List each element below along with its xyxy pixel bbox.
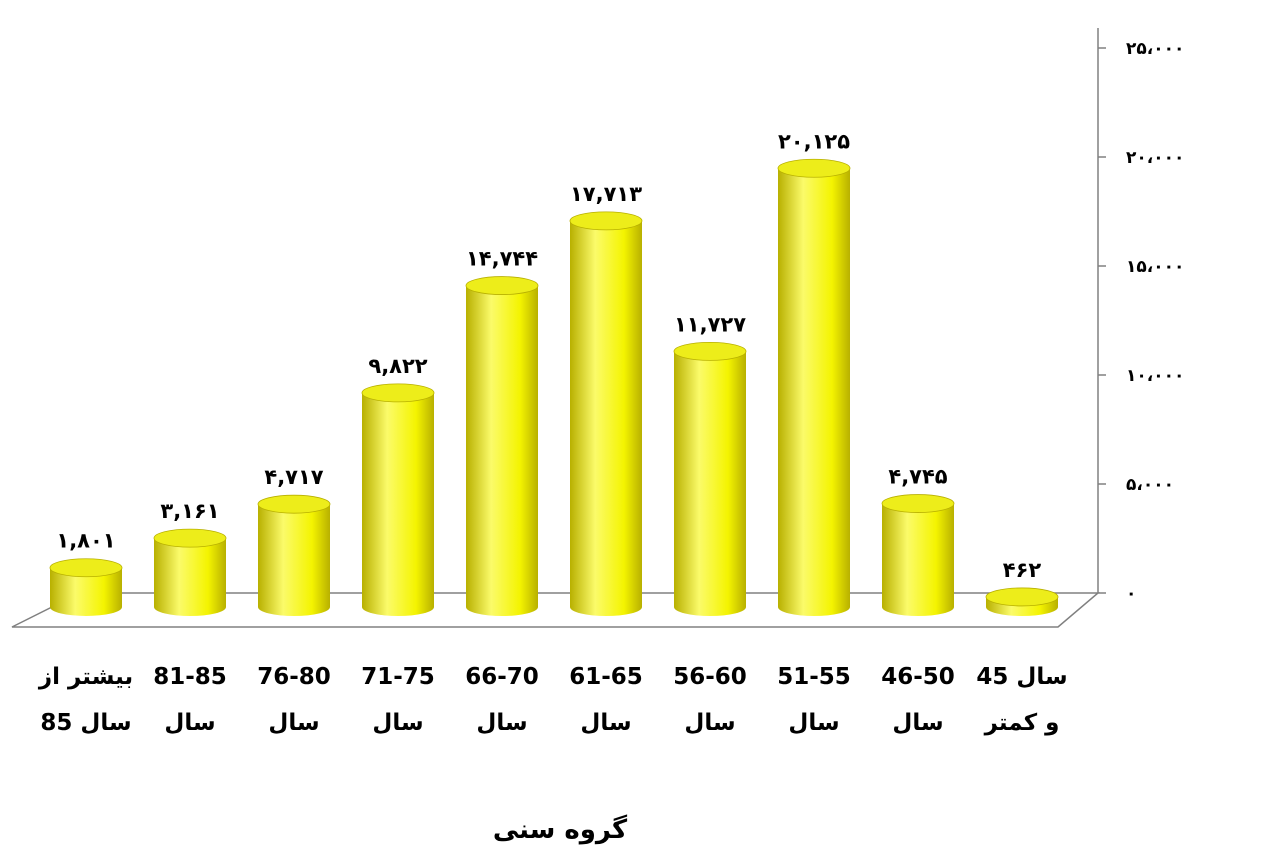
data-label: ۳,۱۶۱ [160, 499, 219, 523]
category-label: سال [684, 710, 735, 736]
bar-top [49, 558, 123, 578]
category-label: سال [268, 710, 319, 736]
data-label: ۲۰,۱۲۵ [778, 129, 850, 153]
y-tick-label: ۲۰،۰۰۰ [1126, 148, 1184, 168]
y-tick-label: ۲۵،۰۰۰ [1126, 39, 1184, 59]
bar [881, 494, 955, 616]
bar-body [154, 538, 226, 616]
bar-top [361, 383, 435, 403]
bar-body [50, 567, 122, 616]
bar [777, 158, 851, 616]
category-label: 66-70 [465, 664, 539, 690]
y-tick-label: ۱۵،۰۰۰ [1126, 257, 1184, 277]
bar-top [881, 494, 955, 513]
category-label: 61-65 [569, 664, 643, 690]
bar [569, 211, 643, 616]
category-labels: 45 سال و کمتر 46-50 سال 51-55 سال 56-60 سال 61-6… [38, 664, 1068, 736]
category-label: سال [372, 710, 423, 736]
bar-top [985, 587, 1059, 607]
bar-body [882, 503, 954, 616]
category-label: سال [164, 710, 215, 736]
data-label: ۱,۸۰۱ [56, 529, 115, 553]
category-label: 81-85 [153, 664, 227, 690]
bar-body [778, 168, 850, 616]
category-label: بیشتر از [38, 664, 133, 690]
category-label: 45 سال [976, 664, 1067, 690]
data-label: ۱۱,۷۲۷ [674, 312, 746, 336]
bar-body [466, 285, 538, 616]
category-label: 56-60 [673, 664, 747, 690]
bar-top [257, 494, 331, 514]
data-label: ۴,۷۱۷ [264, 465, 323, 489]
data-label: ۱۴,۷۴۴ [466, 247, 538, 271]
bar-body [570, 220, 642, 616]
category-label: سال [788, 710, 839, 736]
bar [985, 587, 1059, 616]
bar [49, 558, 123, 616]
bar [465, 276, 539, 616]
bar-body [362, 392, 434, 616]
bar-top [777, 158, 851, 178]
bar-top [465, 276, 539, 295]
bars [49, 158, 1059, 616]
bar-body [674, 351, 746, 616]
category-label: 46-50 [881, 664, 955, 690]
data-label: ۹,۸۲۲ [368, 354, 427, 378]
category-label: 71-75 [361, 664, 435, 690]
bar-top [569, 211, 643, 231]
y-tick-label: ۱۰،۰۰۰ [1126, 366, 1184, 386]
bar-top [673, 341, 747, 361]
category-label: سال [476, 710, 527, 736]
category-label: 51-55 [777, 664, 851, 690]
x-axis-title: گروه سنی [493, 814, 628, 845]
bar [361, 383, 435, 616]
bar [257, 494, 331, 616]
category-label: سال [580, 710, 631, 736]
category-label: 85 سال [40, 710, 131, 736]
data-label: ۱۷,۷۱۳ [570, 182, 642, 206]
bar-body [258, 504, 330, 616]
y-tick-label: ۰ [1126, 584, 1136, 604]
category-label: سال [892, 710, 943, 736]
data-label: ۴,۷۴۵ [888, 465, 947, 489]
data-label: ۴۶۲ [1003, 558, 1042, 582]
bar [153, 528, 227, 616]
data-labels: ۴۶۲ ۴,۷۴۵ ۲۰,۱۲۵ ۱۱,۷۲۷ ۱۷,۷۱۳ ۱۴,۷۴۴ ۹,۸۲۲ ۴,۷… [56, 129, 1042, 582]
bar [673, 341, 747, 616]
bar-top [153, 528, 227, 548]
y-axis: ۰ ۵،۰۰۰ ۱۰،۰۰۰ ۱۵،۰۰۰ ۲۰،۰۰۰ ۲۵،۰۰۰ [1097, 28, 1184, 604]
y-tick-label: ۵،۰۰۰ [1126, 475, 1174, 495]
category-label: و کمتر [984, 710, 1060, 736]
category-label: 76-80 [257, 664, 331, 690]
